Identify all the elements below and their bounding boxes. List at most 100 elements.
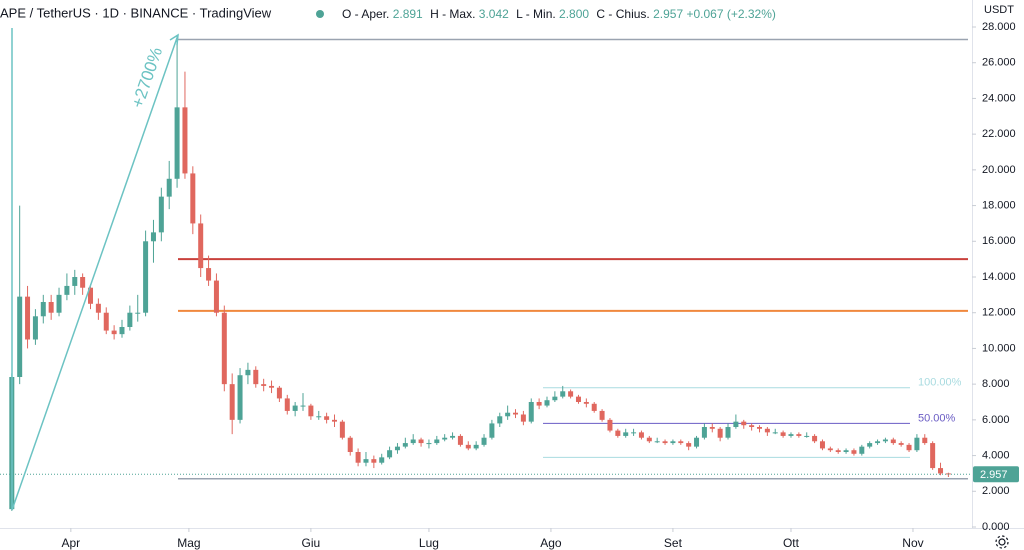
candle-body xyxy=(709,427,715,429)
candle-body xyxy=(654,441,660,443)
candle-body xyxy=(64,285,70,295)
close-label: C - Chius. xyxy=(596,7,649,21)
candle-body xyxy=(143,241,149,313)
candle-body xyxy=(450,435,456,438)
y-tick-label: 4.000 xyxy=(982,449,1010,461)
candle-body xyxy=(505,412,511,417)
y-tick-label: 0.000 xyxy=(982,521,1010,533)
y-tick-label: 2.000 xyxy=(982,485,1010,497)
x-tick-label: Apr xyxy=(61,536,80,550)
candle-body xyxy=(520,414,526,422)
candle-body xyxy=(686,443,692,447)
y-tick-label: 24.000 xyxy=(982,92,1016,104)
candle-body xyxy=(851,450,857,454)
candle-body xyxy=(859,446,865,454)
candle-body xyxy=(292,405,298,411)
arrow-head xyxy=(169,33,179,46)
y-tick-label: 12.000 xyxy=(982,307,1016,319)
candle-body xyxy=(387,450,393,458)
candle-body xyxy=(371,459,377,463)
candle-body xyxy=(284,398,290,411)
candle-body xyxy=(95,303,101,313)
candle-body xyxy=(922,437,928,444)
candle-body xyxy=(206,268,212,281)
y-tick-label: 14.000 xyxy=(982,271,1016,283)
candle-body xyxy=(402,443,408,447)
candle-body xyxy=(678,441,684,444)
x-tick-label: Giu xyxy=(302,536,321,550)
candle-body xyxy=(670,441,676,444)
candle-body xyxy=(308,405,314,417)
candle-body xyxy=(568,391,574,397)
candle-body xyxy=(190,173,196,224)
candle-body xyxy=(631,432,637,434)
candle-body xyxy=(819,441,825,449)
candle-body xyxy=(914,437,920,451)
candle-body xyxy=(465,444,471,449)
candle-body xyxy=(741,421,747,426)
axis-unit: USDT xyxy=(984,4,1014,16)
candle-body xyxy=(906,444,912,451)
candle-body xyxy=(213,280,219,313)
candle-body xyxy=(198,223,204,269)
candle-body xyxy=(930,443,936,469)
y-tick-label: 8.000 xyxy=(982,378,1010,390)
candle-body xyxy=(88,287,94,304)
candle-body xyxy=(867,443,873,447)
x-tick-label: Lug xyxy=(419,536,439,550)
candle-body xyxy=(544,400,550,406)
candle-body xyxy=(890,439,896,444)
candle-body xyxy=(938,468,944,474)
candle-body xyxy=(638,432,644,438)
candle-body xyxy=(804,435,810,437)
candle-body xyxy=(40,302,46,317)
candle-body xyxy=(324,416,330,420)
candle-body xyxy=(410,439,416,444)
candle-body xyxy=(756,427,762,429)
candle-body xyxy=(394,446,400,451)
candle-body xyxy=(780,432,786,436)
open-label: O - Aper. xyxy=(342,7,389,21)
candle-body xyxy=(536,402,542,406)
candle-body xyxy=(764,428,770,433)
candle-body xyxy=(583,402,589,404)
y-tick-label: 26.000 xyxy=(982,57,1016,69)
y-tick-label: 20.000 xyxy=(982,164,1016,176)
candle-body xyxy=(733,421,739,427)
candle-body xyxy=(355,452,361,463)
settings-icon[interactable] xyxy=(995,535,1009,549)
low-value: 2.800 xyxy=(559,7,589,21)
candle-body xyxy=(127,312,133,327)
x-tick-label: Set xyxy=(664,536,683,550)
candle-body xyxy=(229,384,235,420)
candle-body xyxy=(473,444,479,449)
candle-body xyxy=(835,450,841,452)
y-tick-label: 18.000 xyxy=(982,199,1016,211)
candle-body xyxy=(599,410,605,420)
candle-body xyxy=(300,405,306,407)
candle-body xyxy=(276,387,282,399)
candle-body xyxy=(528,402,534,422)
candle-body xyxy=(662,441,668,444)
candle-body xyxy=(575,396,581,402)
candle-body xyxy=(607,419,613,431)
ohlc-legend: O - Aper. 2.891 H - Max. 3.042 L - Min. … xyxy=(342,7,776,21)
header-bg xyxy=(0,0,800,28)
candle-body xyxy=(772,432,778,434)
candle-body xyxy=(513,412,519,415)
candle-body xyxy=(32,316,38,340)
y-tick-label: 16.000 xyxy=(982,235,1016,247)
x-tick-label: Nov xyxy=(902,536,923,550)
candle-body xyxy=(812,435,818,442)
change-percent: (+2.32%) xyxy=(727,7,776,21)
candle-body xyxy=(174,107,180,179)
candle-body xyxy=(103,312,109,331)
candle-body xyxy=(182,107,188,174)
candle-body xyxy=(898,443,904,445)
candle-body xyxy=(615,430,621,436)
candle-body xyxy=(552,396,558,401)
open-value: 2.891 xyxy=(393,7,423,21)
candle-body xyxy=(623,432,629,436)
candle-body xyxy=(481,437,487,445)
